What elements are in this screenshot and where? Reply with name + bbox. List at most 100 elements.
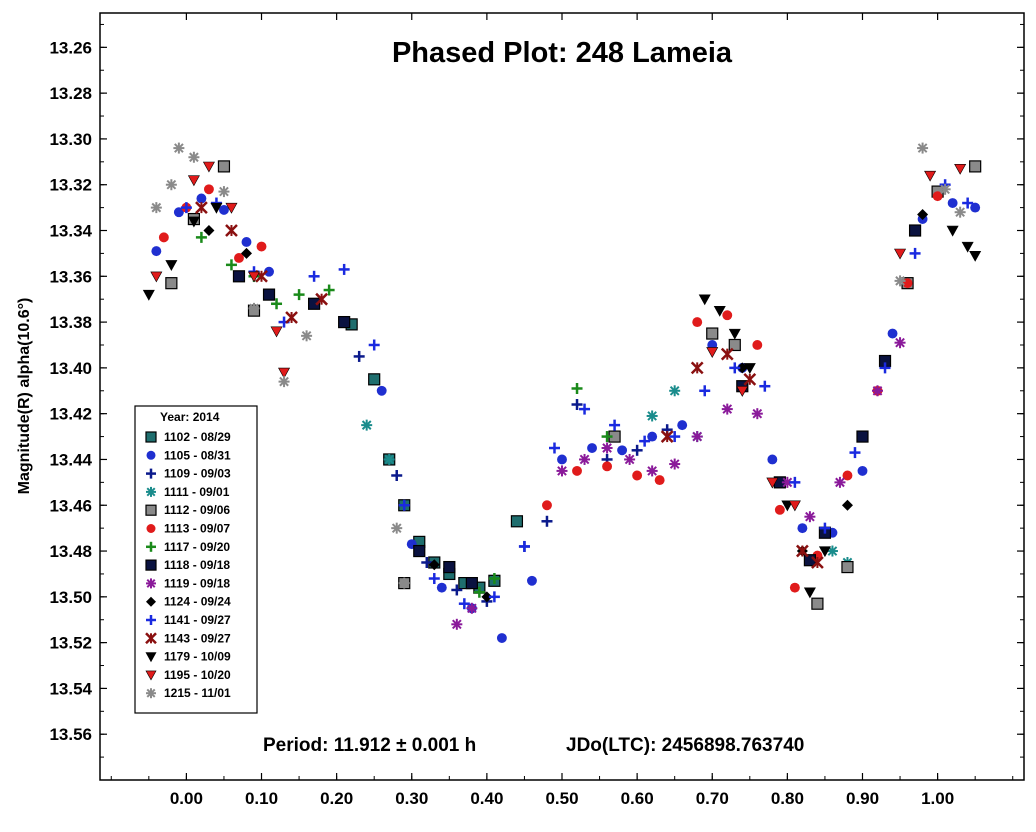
y-tick-label: 13.28 (49, 84, 92, 103)
data-point (527, 575, 537, 586)
data-point (542, 500, 552, 511)
y-axis-label: Magnitude(R) alpha(10.6°) (16, 298, 33, 495)
data-point (225, 259, 237, 271)
data-point (196, 193, 207, 204)
legend-marker (145, 670, 157, 681)
data-point (151, 246, 162, 257)
data-point (654, 475, 665, 486)
data-point (572, 465, 582, 476)
legend-marker (146, 688, 156, 699)
data-point (413, 544, 426, 558)
data-point (376, 385, 387, 396)
legend-label: 1141 - 09/27 (164, 613, 231, 627)
x-tick-label: 0.40 (470, 789, 503, 808)
data-point (902, 278, 913, 289)
data-point (188, 151, 200, 163)
data-point (248, 302, 260, 314)
data-point (894, 275, 906, 287)
data-point (466, 602, 478, 614)
data-point (713, 305, 726, 317)
data-point (557, 454, 567, 465)
y-tick-label: 13.34 (49, 222, 92, 241)
data-point (428, 573, 440, 585)
legend-label: 1102 - 08/29 (164, 430, 231, 444)
data-point (631, 444, 643, 456)
data-point (789, 476, 801, 488)
data-point (669, 431, 681, 443)
data-point (488, 591, 500, 603)
data-point (803, 587, 816, 599)
axis-ticks: 13.26 13.28 13.30 13.32 13.34 13.36 13.38 13.40… (49, 13, 1024, 808)
data-point (924, 170, 937, 182)
x-tick-label: 0.50 (545, 789, 578, 808)
x-tick-label: 0.00 (170, 789, 203, 808)
data-point (241, 237, 252, 247)
data-point (203, 225, 215, 237)
data-point (210, 202, 223, 214)
legend-label: 1119 - 09/18 (164, 576, 230, 590)
legend-title: Year: 2014 (160, 410, 220, 424)
data-point (722, 310, 733, 321)
y-tick-label: 13.50 (49, 588, 92, 607)
data-point (669, 458, 681, 470)
data-point (270, 326, 283, 338)
data-point (264, 266, 274, 277)
data-point (639, 435, 651, 447)
data-point (669, 385, 681, 397)
data-point (752, 340, 763, 350)
data-point (219, 204, 229, 215)
y-tick-label: 13.42 (49, 405, 92, 424)
data-point (698, 294, 711, 306)
data-point (743, 372, 757, 386)
data-point (218, 186, 230, 198)
data-point (811, 597, 824, 610)
data-point (158, 232, 169, 243)
data-point (262, 288, 276, 301)
data-point (541, 515, 553, 527)
data-point (660, 430, 674, 443)
data-point (187, 175, 200, 187)
data-point (338, 263, 350, 275)
data-point (774, 504, 785, 515)
data-point (894, 248, 907, 260)
data-point (293, 289, 305, 301)
data-point (909, 247, 921, 259)
data-point (818, 546, 831, 558)
data-point (165, 179, 177, 191)
data-point (338, 315, 351, 329)
data-point (579, 453, 591, 465)
x-tick-label: 0.10 (245, 789, 278, 808)
y-tick-label: 13.52 (49, 634, 92, 653)
data-point (691, 431, 703, 443)
data-point (307, 297, 321, 310)
y-tick-label: 13.44 (49, 450, 92, 469)
y-tick-label: 13.40 (49, 359, 92, 378)
data-point (473, 586, 485, 598)
data-point (601, 431, 613, 443)
data-point (361, 419, 373, 431)
data-point (766, 477, 779, 489)
data-point (954, 206, 966, 218)
data-point (165, 277, 178, 290)
data-point (443, 560, 456, 574)
legend-label: 1124 - 09/24 (164, 595, 231, 609)
legend-marker (146, 486, 156, 497)
data-point (458, 598, 470, 610)
legend-entries: 1102 - 08/29 1105 - 08/31 1109 - 09/03 1111… (145, 430, 231, 700)
legend-label: 1109 - 09/03 (164, 467, 231, 481)
data-point (857, 465, 868, 476)
data-point (195, 231, 207, 243)
data-point (518, 540, 530, 552)
legend-label: 1112 - 09/06 (164, 503, 230, 517)
data-point (721, 403, 733, 415)
data-point (647, 431, 658, 442)
y-tick-label: 13.48 (49, 542, 92, 561)
data-point (841, 499, 853, 511)
data-point (947, 198, 958, 208)
data-point (887, 328, 898, 339)
x-tick-label: 0.70 (696, 789, 729, 808)
data-point (706, 327, 719, 340)
data-point (856, 430, 869, 443)
legend-marker (145, 504, 157, 516)
